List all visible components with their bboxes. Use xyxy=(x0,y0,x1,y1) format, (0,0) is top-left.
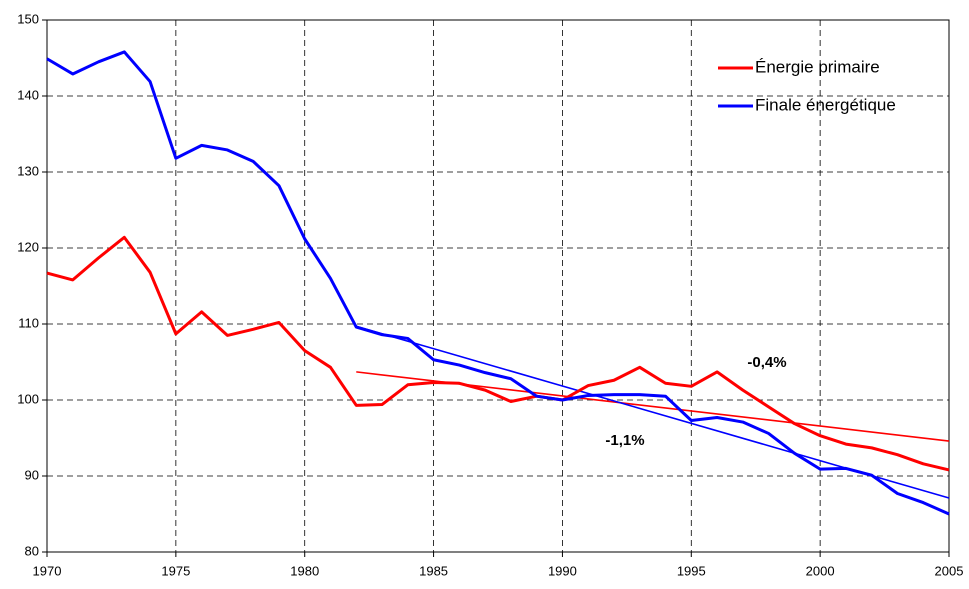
series-line xyxy=(46,50,950,516)
y-tick-label: 100 xyxy=(17,391,39,406)
x-tick-label: 1995 xyxy=(677,563,706,578)
legend-label: Énergie primaire xyxy=(755,57,880,76)
y-tick-label: 120 xyxy=(17,239,39,254)
y-tick-label: 90 xyxy=(25,467,39,482)
y-tick-label: 130 xyxy=(17,163,39,178)
x-tick-label: 2000 xyxy=(806,563,835,578)
x-tick-label: 1990 xyxy=(548,563,577,578)
y-tick-label: 150 xyxy=(17,11,39,26)
x-tick-label: 1985 xyxy=(419,563,448,578)
plot-frame xyxy=(46,19,950,553)
x-tick-label: 1980 xyxy=(290,563,319,578)
y-tick-label: 110 xyxy=(18,315,39,330)
trend-label: -1,1% xyxy=(605,432,644,449)
legend-label: Finale énergétique xyxy=(755,95,896,114)
x-tick-label: 2005 xyxy=(935,563,964,578)
trend-label: -0,4% xyxy=(747,354,786,371)
x-tick-label: 1970 xyxy=(33,563,62,578)
y-tick-label: 80 xyxy=(25,543,39,558)
x-tick-label: 1975 xyxy=(161,563,190,578)
series-line xyxy=(46,235,950,472)
y-tick-label: 140 xyxy=(17,87,39,102)
